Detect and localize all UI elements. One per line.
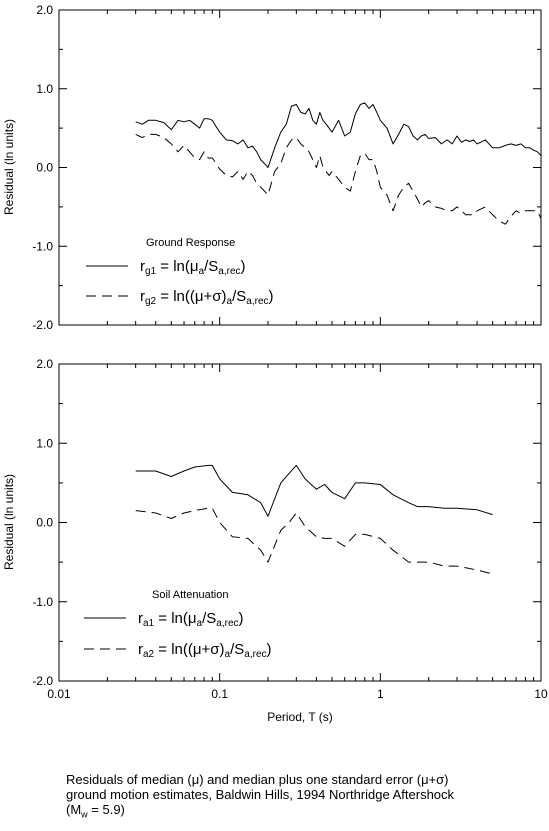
- figure: 2.0 1.0 0.0 -1.0 -2.0 Residual (ln units) Gr…: [2, 3, 548, 724]
- ground-response-panel: 2.0 1.0 0.0 -1.0 -2.0 Residual (ln units) Gr…: [2, 3, 542, 332]
- y-tick-label: 1.0: [36, 436, 53, 450]
- legend-title: Ground Response: [146, 237, 235, 249]
- legend-label-ra2: ra2 = ln((μ+σ)a/Sa,rec): [138, 641, 272, 660]
- x-tick-label: 10: [534, 687, 548, 701]
- x-axis-label: Period, T (s): [267, 710, 333, 724]
- legend-entry-ra2: ra2 = ln((μ+σ)a/Sa,rec): [84, 641, 272, 660]
- y-tick-label: 2.0: [36, 357, 53, 371]
- y-tick-label: 1.0: [36, 82, 53, 96]
- dashed-series-line: [135, 507, 493, 575]
- y-tick-label: -1.0: [32, 239, 53, 253]
- legend-entry-rg1: rg1 = ln(μa/Sa,rec): [86, 258, 246, 277]
- legend-title: Soil Attenuation: [152, 589, 228, 601]
- legend-label-rg2: rg2 = ln((μ+σ)a/Sa,rec): [140, 288, 274, 307]
- y-axis-label: Residual (ln units): [2, 119, 16, 215]
- x-tick-label: 1: [377, 687, 384, 701]
- series-lines: [135, 102, 542, 225]
- legend-entry-rg2: rg2 = ln((μ+σ)a/Sa,rec): [86, 288, 274, 307]
- x-tick-label: 0.01: [47, 687, 71, 701]
- dashed-series-line: [135, 133, 542, 225]
- caption-line-1: Residuals of median (μ) and median plus …: [66, 772, 449, 787]
- y-tick-label: -2.0: [32, 318, 53, 332]
- caption-line-2: ground motion estimates, Baldwin Hills, …: [66, 787, 455, 802]
- series-lines: [135, 464, 493, 575]
- legend-entry-ra1: ra1 = ln(μa/Sa,rec): [84, 610, 244, 629]
- legend-label-ra1: ra1 = ln(μa/Sa,rec): [138, 610, 244, 629]
- solid-series-line: [135, 464, 493, 517]
- tick-labels: 2.0 1.0 0.0 -1.0 -2.0: [32, 3, 53, 332]
- y-tick-label: 2.0: [36, 3, 53, 17]
- plot-frame: [58, 363, 542, 682]
- axis-ticks: [58, 9, 541, 326]
- y-axis-label: Residual (ln units): [2, 474, 16, 570]
- soil-attenuation-panel: 0.01 0.1 1 10 2.0 1.0 0.0 -1.0 -2.0 Residual (ln…: [2, 357, 548, 724]
- y-tick-label: -2.0: [32, 674, 53, 688]
- y-tick-label: 0.0: [36, 516, 53, 530]
- y-tick-label: -1.0: [32, 595, 53, 609]
- caption-line-3: (Mw = 5.9): [66, 802, 125, 820]
- solid-series-line: [135, 102, 542, 168]
- x-tick-label: 0.1: [211, 687, 228, 701]
- plot-frame: [58, 9, 542, 326]
- legend-label-rg1: rg1 = ln(μa/Sa,rec): [140, 258, 246, 277]
- figure-caption: Residuals of median (μ) and median plus …: [66, 772, 536, 823]
- tick-labels: 0.01 0.1 1 10 2.0 1.0 0.0 -1.0 -2.0: [32, 357, 548, 701]
- y-tick-label: 0.0: [36, 161, 53, 175]
- axis-ticks: [58, 363, 541, 682]
